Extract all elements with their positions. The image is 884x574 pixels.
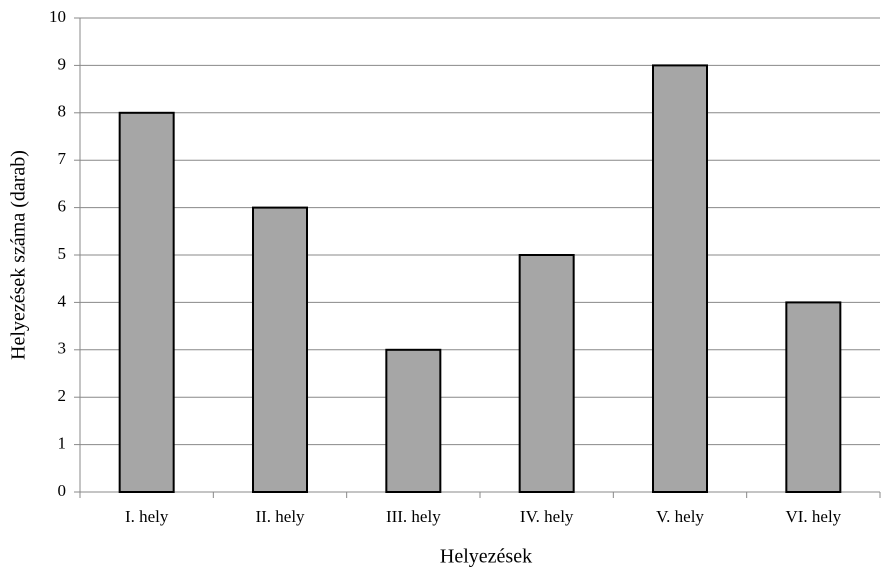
bar [118, 111, 175, 494]
bar [518, 254, 575, 493]
x-tick-label: V. hely [656, 507, 704, 526]
y-tick-label: 0 [58, 481, 67, 500]
bar [385, 348, 442, 493]
x-tick-label: VI. hely [785, 507, 841, 526]
x-tick-label: II. hely [255, 507, 305, 526]
y-tick-label: 8 [58, 102, 67, 121]
bar [785, 301, 842, 493]
x-tick-label: IV. hely [520, 507, 574, 526]
y-tick-label: 9 [58, 54, 67, 73]
y-axis-title: Helyezések száma (darab) [8, 150, 30, 360]
y-tick-label: 2 [58, 386, 67, 405]
y-tick-label: 3 [58, 339, 67, 358]
y-tick-label: 1 [58, 434, 67, 453]
y-tick-label: 10 [49, 7, 66, 26]
y-tick-label: 7 [58, 149, 67, 168]
y-tick-label: 6 [58, 197, 67, 216]
y-tick-label: 5 [58, 244, 67, 263]
bar [252, 206, 308, 493]
y-tick-label: 4 [58, 291, 67, 310]
bar [652, 64, 708, 494]
x-axis-title: Helyezések [440, 546, 532, 568]
x-tick-label: III. hely [386, 507, 441, 526]
x-tick-label: I. hely [125, 507, 169, 526]
